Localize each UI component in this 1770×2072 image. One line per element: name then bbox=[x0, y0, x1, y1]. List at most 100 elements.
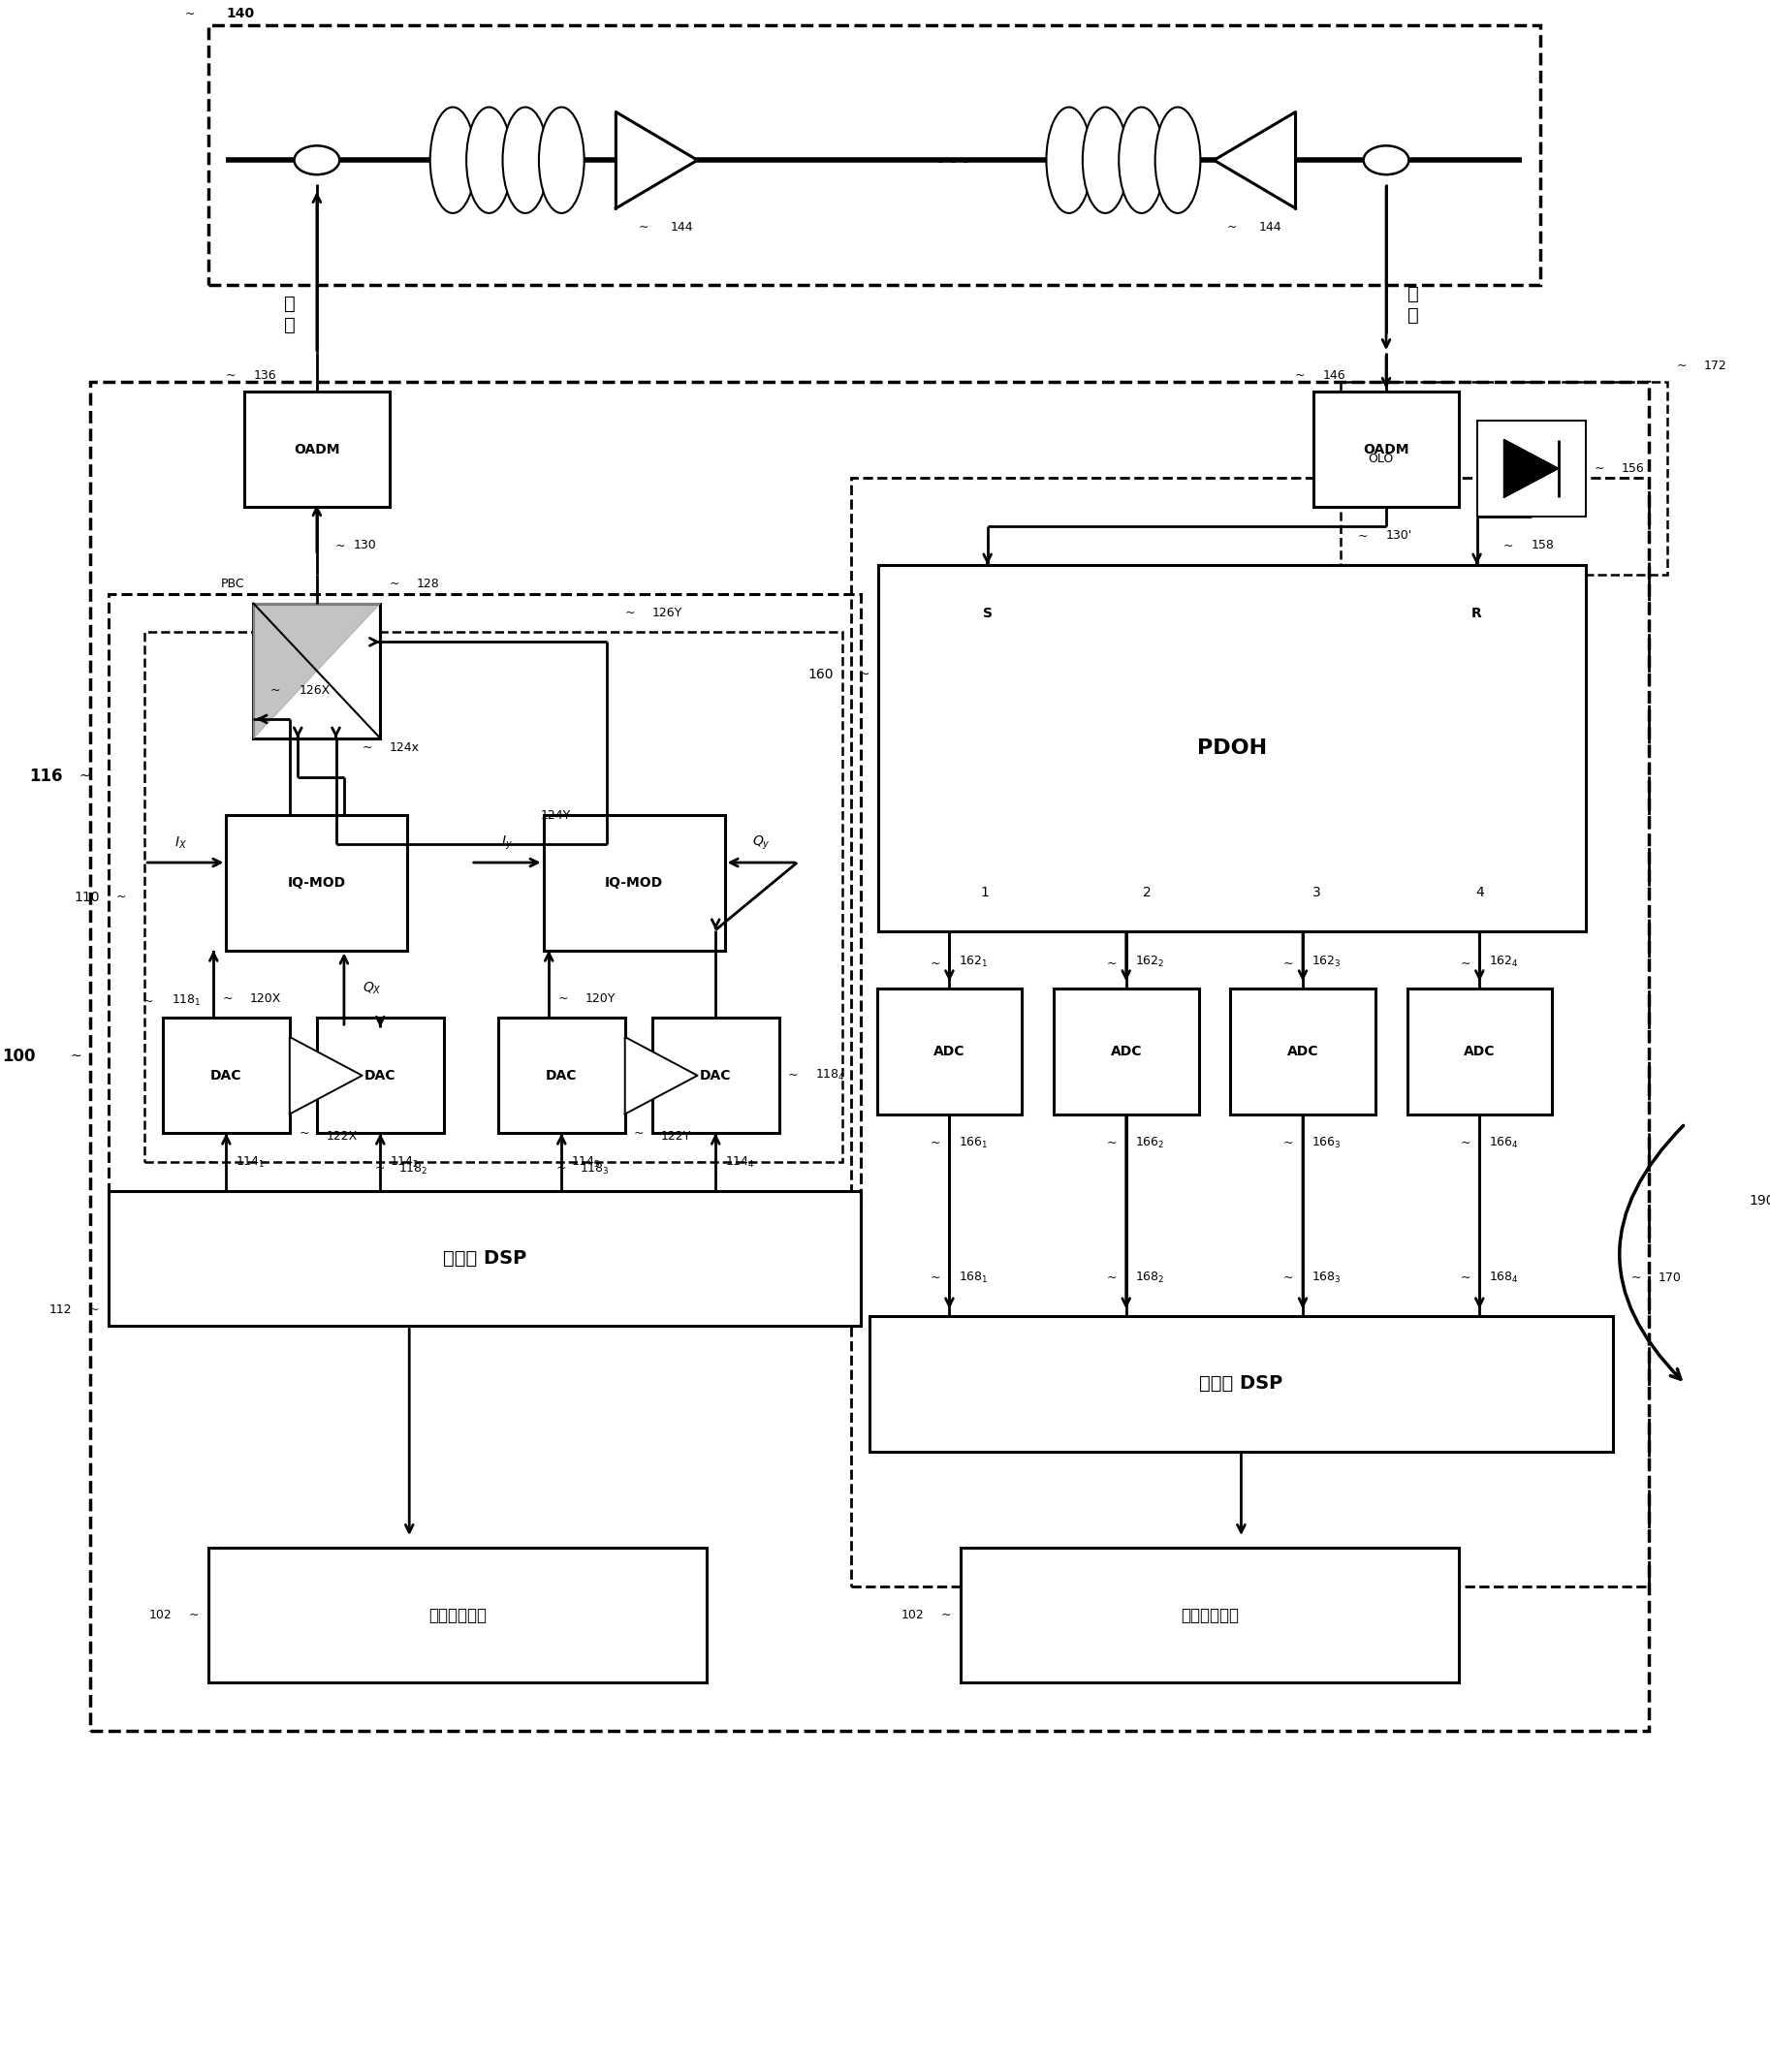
Text: 有效载荷数据: 有效载荷数据 bbox=[1181, 1606, 1239, 1624]
Text: R: R bbox=[1471, 607, 1481, 620]
Text: $162_3$: $162_3$ bbox=[1312, 955, 1342, 970]
Text: ~: ~ bbox=[1630, 1272, 1641, 1285]
Text: 102: 102 bbox=[149, 1608, 172, 1622]
Text: ~: ~ bbox=[625, 607, 635, 620]
Text: 130': 130' bbox=[1386, 530, 1412, 543]
Text: 126Y: 126Y bbox=[651, 607, 683, 620]
Text: 发射机 DSP: 发射机 DSP bbox=[442, 1249, 526, 1268]
Text: $Q_X$: $Q_X$ bbox=[363, 980, 381, 997]
Text: ~: ~ bbox=[1283, 1272, 1294, 1285]
Bar bbox=[961, 1548, 1458, 1682]
Text: 124x: 124x bbox=[389, 742, 419, 754]
Text: PDOH: PDOH bbox=[1197, 738, 1267, 758]
Bar bbox=[209, 1548, 706, 1682]
Text: $Q_y$: $Q_y$ bbox=[752, 835, 770, 852]
Text: 添
加: 添 加 bbox=[283, 294, 296, 334]
Text: 190: 190 bbox=[1749, 1193, 1770, 1208]
Text: 130: 130 bbox=[352, 539, 375, 551]
Text: $168_3$: $168_3$ bbox=[1312, 1270, 1342, 1285]
Text: ~: ~ bbox=[1283, 957, 1294, 970]
Text: $114_3$: $114_3$ bbox=[570, 1154, 600, 1169]
Bar bbox=[145, 632, 843, 1162]
Bar bbox=[851, 479, 1650, 1587]
Bar bbox=[1053, 988, 1198, 1115]
Text: ~: ~ bbox=[696, 1156, 706, 1169]
Text: ~: ~ bbox=[1283, 1138, 1294, 1150]
Bar bbox=[1313, 392, 1458, 508]
Ellipse shape bbox=[430, 108, 476, 213]
Ellipse shape bbox=[294, 145, 340, 174]
Text: 120X: 120X bbox=[250, 992, 281, 1005]
Bar bbox=[651, 1017, 779, 1133]
Text: 有效载荷数据: 有效载荷数据 bbox=[428, 1606, 487, 1624]
Ellipse shape bbox=[503, 108, 549, 213]
Text: $118_4$: $118_4$ bbox=[816, 1069, 846, 1084]
Text: 144: 144 bbox=[671, 222, 694, 234]
Text: ~: ~ bbox=[788, 1069, 798, 1082]
Text: ~: ~ bbox=[89, 1303, 99, 1316]
Text: $162_2$: $162_2$ bbox=[1135, 955, 1165, 970]
Bar bbox=[543, 816, 724, 951]
Text: ~: ~ bbox=[556, 1162, 566, 1175]
Text: ~: ~ bbox=[223, 992, 234, 1005]
Text: $168_2$: $168_2$ bbox=[1135, 1270, 1165, 1285]
Text: $166_2$: $166_2$ bbox=[1135, 1135, 1165, 1150]
Polygon shape bbox=[625, 1036, 697, 1115]
Text: $118_2$: $118_2$ bbox=[398, 1162, 428, 1177]
Text: $166_4$: $166_4$ bbox=[1489, 1135, 1519, 1150]
Text: ~: ~ bbox=[184, 8, 195, 21]
Ellipse shape bbox=[1083, 108, 1127, 213]
Bar bbox=[1342, 381, 1667, 574]
Text: ~: ~ bbox=[558, 992, 568, 1005]
Text: IQ-MOD: IQ-MOD bbox=[289, 876, 345, 889]
Text: $118_1$: $118_1$ bbox=[172, 992, 202, 1009]
Bar bbox=[497, 1017, 625, 1133]
Text: ~: ~ bbox=[1460, 957, 1471, 970]
Text: 接收机 DSP: 接收机 DSP bbox=[1200, 1374, 1283, 1392]
Text: 124Y: 124Y bbox=[540, 808, 570, 823]
Text: ~: ~ bbox=[207, 1156, 218, 1169]
Text: ~: ~ bbox=[1106, 1272, 1117, 1285]
Bar bbox=[1476, 421, 1586, 516]
Text: 156: 156 bbox=[1621, 462, 1644, 474]
Text: ~: ~ bbox=[1503, 539, 1513, 551]
Polygon shape bbox=[253, 603, 381, 738]
Polygon shape bbox=[1214, 112, 1296, 209]
Text: $168_4$: $168_4$ bbox=[1489, 1270, 1519, 1285]
Text: $162_1$: $162_1$ bbox=[958, 955, 988, 970]
Text: 128: 128 bbox=[416, 578, 439, 591]
Text: 4: 4 bbox=[1474, 885, 1483, 899]
Text: PBC: PBC bbox=[221, 578, 244, 591]
Bar bbox=[317, 1017, 444, 1133]
Text: ~: ~ bbox=[299, 1127, 310, 1140]
Polygon shape bbox=[290, 1036, 363, 1115]
Text: 136: 136 bbox=[253, 369, 276, 381]
Ellipse shape bbox=[1363, 145, 1409, 174]
Text: 122X: 122X bbox=[326, 1131, 358, 1144]
Text: 102: 102 bbox=[901, 1608, 924, 1622]
Text: 120Y: 120Y bbox=[586, 992, 616, 1005]
Text: OADM: OADM bbox=[294, 443, 340, 456]
Ellipse shape bbox=[1156, 108, 1200, 213]
Text: 分
出: 分 出 bbox=[1407, 284, 1420, 325]
Text: OADM: OADM bbox=[1363, 443, 1409, 456]
Text: $168_1$: $168_1$ bbox=[958, 1270, 988, 1285]
Text: ~: ~ bbox=[225, 369, 235, 381]
Text: 2: 2 bbox=[1143, 885, 1152, 899]
Text: S: S bbox=[982, 607, 993, 620]
Text: 158: 158 bbox=[1531, 539, 1554, 551]
Text: ~: ~ bbox=[588, 808, 598, 823]
Text: DAC: DAC bbox=[699, 1069, 731, 1082]
Text: ~: ~ bbox=[117, 891, 126, 903]
Text: ~: ~ bbox=[1358, 530, 1368, 543]
Text: $114_2$: $114_2$ bbox=[389, 1154, 419, 1169]
Text: 1: 1 bbox=[981, 885, 989, 899]
Text: ADC: ADC bbox=[1287, 1044, 1319, 1059]
Text: ~: ~ bbox=[858, 667, 869, 682]
Text: 172: 172 bbox=[1703, 361, 1726, 373]
Text: ~: ~ bbox=[931, 1138, 940, 1150]
Text: $114_4$: $114_4$ bbox=[724, 1154, 754, 1169]
Text: 146: 146 bbox=[1322, 369, 1345, 381]
Text: ~: ~ bbox=[363, 742, 372, 754]
Bar bbox=[869, 1316, 1612, 1450]
